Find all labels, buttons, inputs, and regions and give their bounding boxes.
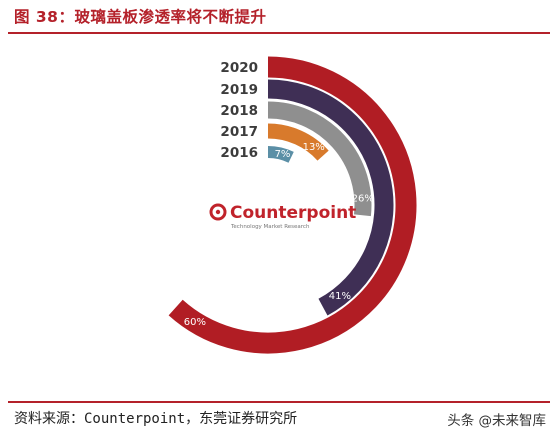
year-label-2016: 2016	[220, 145, 258, 161]
value-label-2020: 60%	[184, 317, 206, 328]
watermark: 头条 @未来智库	[447, 413, 546, 429]
labels-group: 2020 60% 2019 41% 2018 26% 2017 13% 2016 7%	[184, 60, 374, 328]
source-note: 资料来源：Counterpoint，东莞证券研究所	[14, 411, 298, 427]
figure-title: 图 38：玻璃盖板渗透率将不断提升	[14, 8, 267, 26]
logo-dot-icon	[215, 209, 221, 215]
value-label-2019: 41%	[329, 291, 351, 302]
bottom-rule	[8, 401, 550, 403]
value-label-2018: 26%	[352, 194, 374, 205]
logo-tagline: Technology Market Research	[230, 224, 310, 230]
bars-group	[168, 56, 417, 354]
bar-2018	[267, 101, 372, 217]
logo-ring-icon	[209, 203, 227, 221]
year-label-2018: 2018	[220, 103, 258, 119]
bar-2016	[267, 146, 294, 163]
bar-2017	[267, 123, 329, 161]
top-rule	[8, 32, 550, 34]
value-label-2017: 13%	[303, 142, 325, 153]
year-label-2017: 2017	[220, 124, 258, 140]
bar-2020	[168, 56, 417, 354]
year-label-2020: 2020	[220, 60, 258, 76]
logo-brand: Counterpoint	[230, 203, 356, 223]
year-label-2019: 2019	[220, 82, 258, 98]
bar-2019	[267, 79, 394, 316]
value-label-2016: 7%	[275, 149, 291, 160]
